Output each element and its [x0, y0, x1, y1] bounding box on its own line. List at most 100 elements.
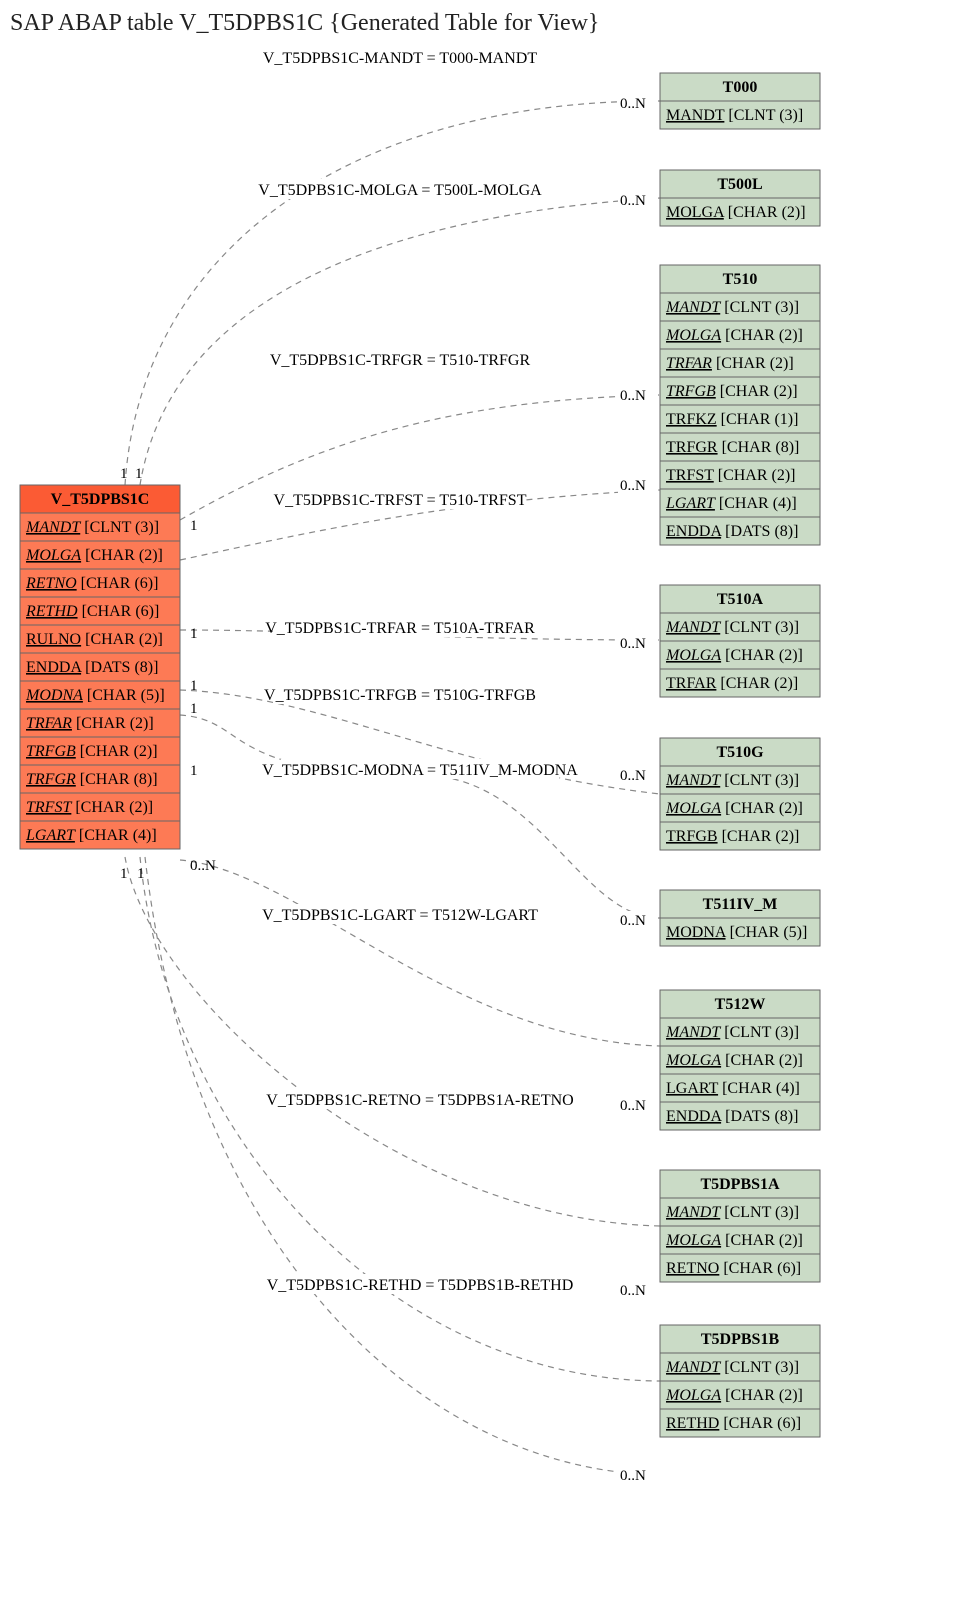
- relation-label: V_T5DPBS1C-LGART = T512W-LGART: [262, 907, 538, 924]
- entity-T510A: T510A MANDT [CLNT (3)] MOLGA [CHAR (2)] TRF…: [660, 585, 820, 697]
- entity-header-label: T5DPBS1B: [701, 1331, 780, 1348]
- entity-field: TRFAR [CHAR (2)]: [666, 675, 798, 692]
- entity-field: RULNO [CHAR (2)]: [26, 631, 163, 648]
- cardinality-dst: 0..N: [620, 96, 646, 112]
- entity-field: MOLGA [CHAR (2)]: [665, 1232, 803, 1249]
- entity-header-label: T5DPBS1A: [700, 1176, 780, 1193]
- relation-edge: [140, 857, 660, 1381]
- entity-T500L: T500L MOLGA [CHAR (2)]: [660, 170, 820, 226]
- entity-field: MOLGA [CHAR (2)]: [665, 327, 803, 344]
- entity-field: MOLGA [CHAR (2)]: [665, 1387, 803, 1404]
- entity-header-label: T000: [723, 79, 758, 96]
- entity-field: MOLGA [CHAR (2)]: [25, 547, 163, 564]
- entity-header-label: T510A: [717, 591, 764, 608]
- entity-T512W: T512W MANDT [CLNT (3)] MOLGA [CHAR (2)] LGA…: [660, 990, 820, 1130]
- entity-field: TRFGR [CHAR (8)]: [26, 771, 158, 788]
- relation-label: V_T5DPBS1C-TRFST = T510-TRFST: [274, 492, 527, 509]
- entity-field: LGART [CHAR (4)]: [25, 827, 157, 844]
- entity-header-label: T510G: [716, 744, 764, 761]
- entity-T511IV_M: T511IV_M MODNA [CHAR (5)]: [660, 890, 820, 946]
- entity-field: TRFGR [CHAR (8)]: [666, 439, 799, 456]
- entity-T510: T510 MANDT [CLNT (3)] MOLGA [CHAR (2)] TRFA…: [660, 265, 820, 545]
- entity-field: MOLGA [CHAR (2)]: [665, 800, 803, 817]
- cardinality-src: 1: [120, 866, 128, 882]
- entity-field: TRFGB [CHAR (2)]: [666, 828, 799, 845]
- cardinality-dst: 0..N: [620, 913, 646, 929]
- relation-label: V_T5DPBS1C-MODNA = T511IV_M-MODNA: [262, 762, 578, 779]
- entity-V_T5DPBS1C: V_T5DPBS1C MANDT [CLNT (3)] MOLGA [CHAR (2…: [20, 485, 180, 849]
- cardinality-src: 1: [190, 701, 198, 717]
- relation-label: V_T5DPBS1C-TRFGB = T510G-TRFGB: [264, 687, 536, 704]
- entity-field: ENDDA [DATS (8)]: [666, 523, 798, 540]
- entity-field: MANDT [CLNT (3)]: [665, 1204, 799, 1221]
- cardinality-src: 1: [190, 678, 198, 694]
- cardinality-src: 1: [190, 518, 198, 534]
- entity-header-label: T512W: [715, 996, 766, 1013]
- labels-group: V_T5DPBS1C-MANDT = T000-MANDT 1 0..N V_T5DP…: [120, 47, 658, 1484]
- entity-T5DPBS1B: T5DPBS1B MANDT [CLNT (3)] MOLGA [CHAR (2)]…: [660, 1325, 820, 1437]
- entity-field: MANDT [CLNT (3)]: [25, 519, 159, 536]
- entity-field: MANDT [CLNT (3)]: [665, 1024, 799, 1041]
- entity-field: TRFST [CHAR (2)]: [26, 799, 153, 816]
- entity-T510G: T510G MANDT [CLNT (3)] MOLGA [CHAR (2)] TRF…: [660, 738, 820, 850]
- entity-field: MANDT [CLNT (3)]: [665, 772, 799, 789]
- entity-field: ENDDA [DATS (8)]: [666, 1108, 798, 1125]
- cardinality-dst: 0..N: [620, 1468, 646, 1484]
- entity-header-label: V_T5DPBS1C: [51, 491, 150, 508]
- entity-field: LGART [CHAR (4)]: [665, 495, 797, 512]
- entity-field: TRFGB [CHAR (2)]: [666, 383, 798, 400]
- entity-field: MANDT [CLNT (3)]: [665, 1359, 799, 1376]
- entity-field: TRFGB [CHAR (2)]: [26, 743, 158, 760]
- cardinality-src: 1: [190, 626, 198, 642]
- relation-edge: [125, 101, 660, 485]
- entity-field: RETHD [CHAR (6)]: [25, 603, 159, 620]
- entity-field: MOLGA [CHAR (2)]: [666, 204, 806, 221]
- relation-label: V_T5DPBS1C-MANDT = T000-MANDT: [263, 50, 537, 67]
- entity-field: TRFAR [CHAR (2)]: [26, 715, 154, 732]
- cardinality-src: 1: [120, 466, 128, 482]
- entity-field: MOLGA [CHAR (2)]: [665, 647, 803, 664]
- relation-label: V_T5DPBS1C-TRFAR = T510A-TRFAR: [265, 620, 535, 637]
- relation-edge: [140, 198, 660, 485]
- relation-edge: [420, 775, 660, 918]
- edges-group: [125, 101, 660, 1475]
- cardinality-dst: 0..N: [620, 1098, 646, 1114]
- cardinality-dst: 0..N: [620, 1283, 646, 1299]
- cardinality-dst: 0..N: [620, 478, 646, 494]
- entity-field: ENDDA [DATS (8)]: [26, 659, 158, 676]
- entity-header-label: T510: [723, 271, 758, 288]
- entity-field: RETNO [CHAR (6)]: [25, 575, 158, 592]
- diagram-canvas: SAP ABAP table V_T5DPBS1C {Generated Tab…: [0, 0, 968, 1609]
- cardinality-dst: 0..N: [620, 388, 646, 404]
- entity-T5DPBS1A: T5DPBS1A MANDT [CLNT (3)] MOLGA [CHAR (2)]…: [660, 1170, 820, 1282]
- cardinality-src: 1: [190, 763, 198, 779]
- relation-label: V_T5DPBS1C-RETNO = T5DPBS1A-RETNO: [266, 1092, 573, 1109]
- relation-edge: [145, 857, 660, 1475]
- entity-field: TRFST [CHAR (2)]: [666, 467, 796, 484]
- relation-label: V_T5DPBS1C-MOLGA = T500L-MOLGA: [258, 182, 542, 199]
- relation-label: V_T5DPBS1C-TRFGR = T510-TRFGR: [270, 352, 531, 369]
- relation-label: V_T5DPBS1C-RETHD = T5DPBS1B-RETHD: [267, 1277, 574, 1294]
- entity-field: TRFAR [CHAR (2)]: [666, 355, 794, 372]
- entity-field: LGART [CHAR (4)]: [666, 1080, 800, 1097]
- entity-field: MANDT [CLNT (3)]: [665, 619, 799, 636]
- cardinality-dst: 0..N: [620, 768, 646, 784]
- entity-field: MODNA [CHAR (5)]: [666, 924, 807, 941]
- entity-field: MOLGA [CHAR (2)]: [665, 1052, 803, 1069]
- entity-header-label: T511IV_M: [703, 896, 778, 913]
- entity-field: MANDT [CLNT (3)]: [665, 299, 799, 316]
- entity-field: MODNA [CHAR (5)]: [25, 687, 165, 704]
- cardinality-src: 0..N: [190, 858, 216, 874]
- cardinality-src: 1: [137, 866, 145, 882]
- entity-header-label: T500L: [717, 176, 762, 193]
- cardinality-dst: 0..N: [620, 193, 646, 209]
- entity-field: TRFKZ [CHAR (1)]: [666, 411, 798, 428]
- entity-field: RETNO [CHAR (6)]: [666, 1260, 801, 1277]
- page-title: SAP ABAP table V_T5DPBS1C {Generated Tab…: [10, 10, 599, 36]
- entity-field: RETHD [CHAR (6)]: [666, 1415, 801, 1432]
- cardinality-src: 1: [135, 466, 143, 482]
- relation-edge: [180, 860, 660, 1046]
- entity-T000: T000 MANDT [CLNT (3)]: [660, 73, 820, 129]
- entity-field: MANDT [CLNT (3)]: [666, 107, 803, 124]
- cardinality-dst: 0..N: [620, 636, 646, 652]
